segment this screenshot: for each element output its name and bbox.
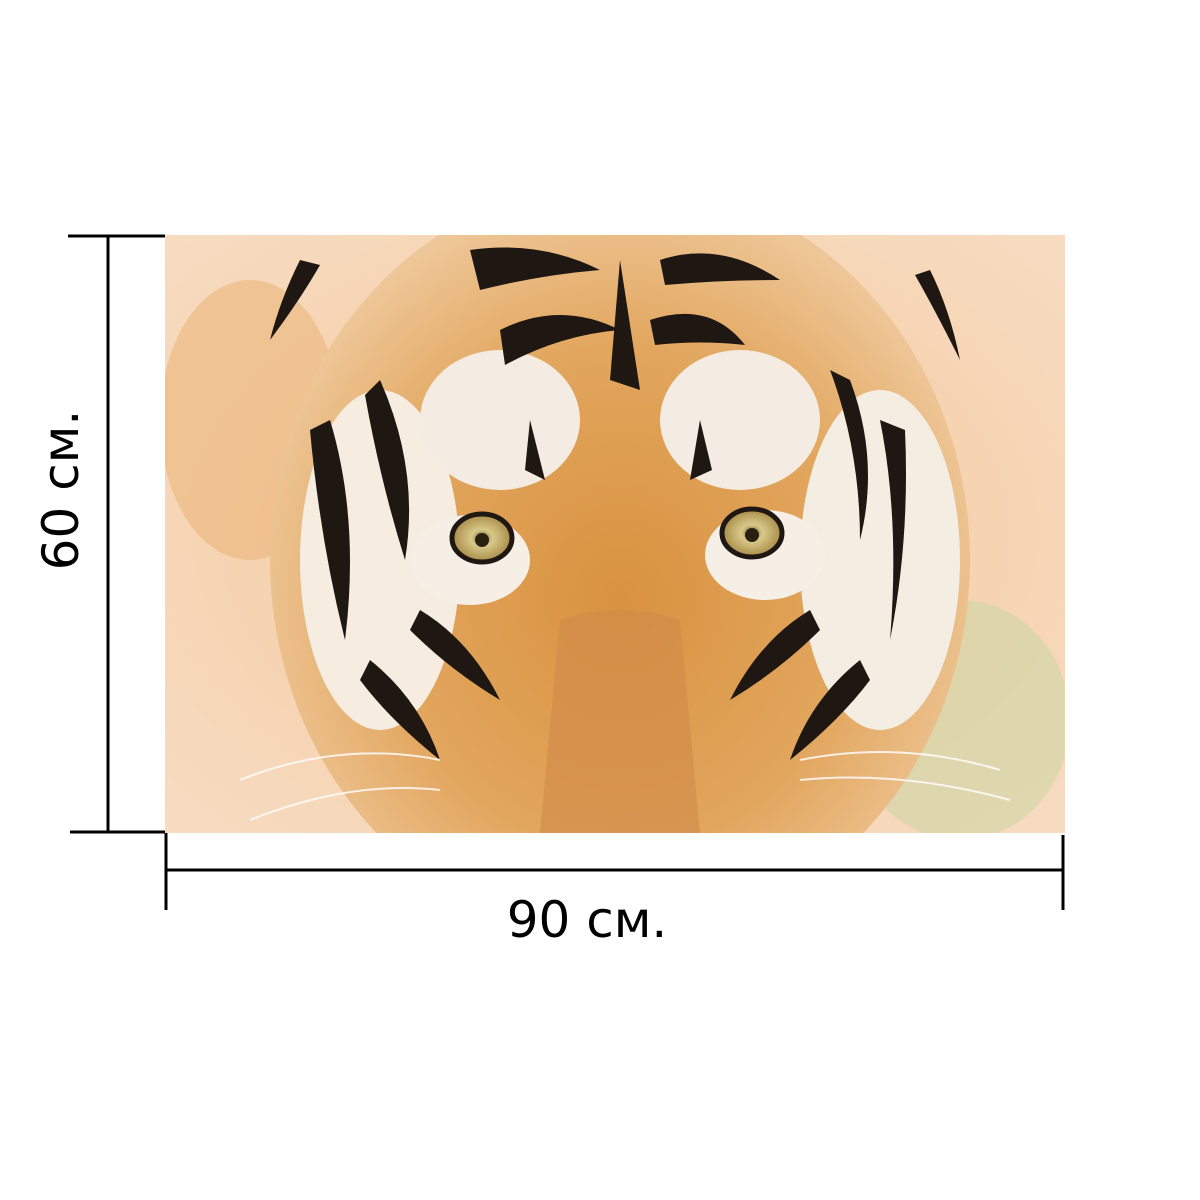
tiger-picture (165, 235, 1065, 833)
height-label: 60 см. (32, 410, 90, 571)
width-label: 90 см. (507, 891, 668, 949)
